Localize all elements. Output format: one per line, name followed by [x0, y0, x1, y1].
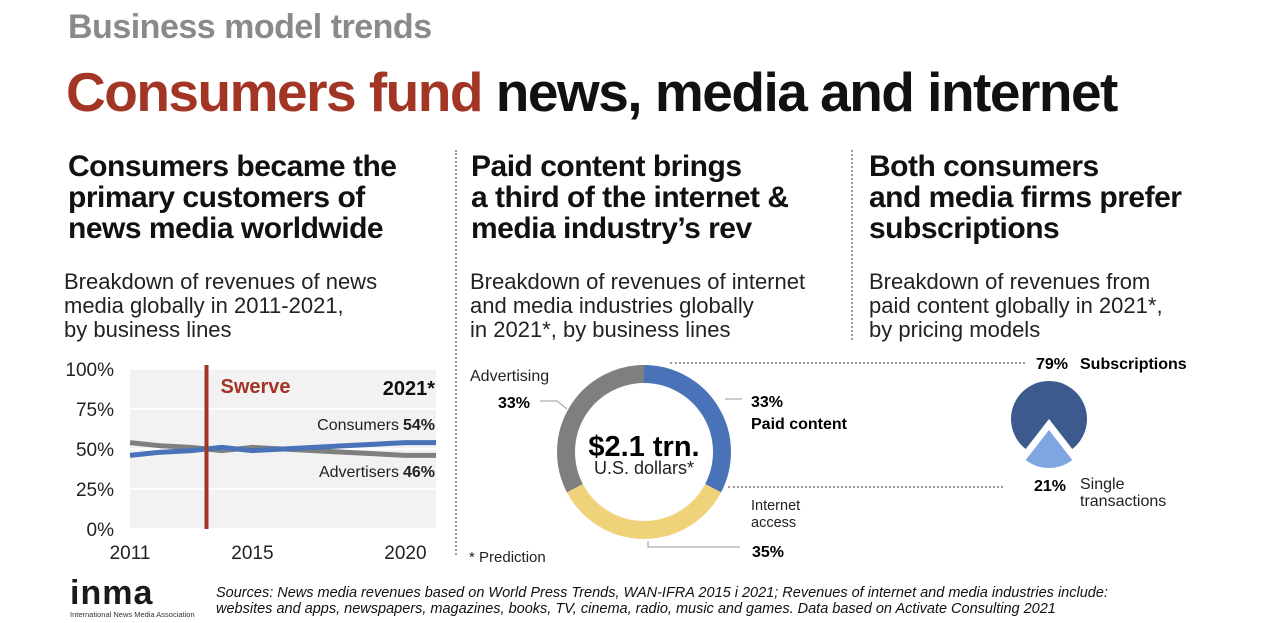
column-1-title: Consumers became the primary customers o…: [68, 151, 448, 244]
donut-slice: [566, 483, 722, 539]
y-tick-label: 25%: [76, 480, 114, 501]
line-chart: 100% 75% 50% 25% 0% 2011 2015 2020 Swerve 2021…: [65, 360, 436, 564]
column-2-subtitle: Breakdown of revenues of internet and me…: [470, 270, 850, 342]
title-line: Consumers became the: [68, 150, 397, 183]
series-value: 54%: [403, 417, 435, 434]
label-line: Single: [1080, 476, 1125, 493]
dotted-connector: [728, 486, 1003, 488]
subtitle-line: Breakdown of revenues of internet: [470, 269, 806, 294]
paid-content-label: Paid content: [751, 416, 848, 433]
sources-line: websites and apps, newspapers, magazines…: [216, 601, 1056, 617]
donut-slice: [557, 365, 645, 493]
title-line: primary customers of: [68, 181, 365, 214]
title-line: media industry’s rev: [471, 212, 752, 245]
headline-rest: news, media and internet: [481, 61, 1119, 123]
advertisers-end-label: Advertisers 46%: [319, 464, 435, 481]
label-line: access: [751, 515, 796, 531]
subscriptions-value: 79%: [1036, 356, 1068, 373]
pie-chart: 79% Subscriptions 21% Single transactions: [1011, 356, 1187, 510]
title-line: Both consumers: [869, 150, 1099, 183]
series-name: Advertisers: [319, 464, 399, 481]
title-line: Paid content brings: [471, 150, 742, 183]
leader-line: [647, 541, 740, 548]
sources-note: Sources: News media revenues based on Wo…: [216, 585, 1216, 617]
subtitle-line: by pricing models: [869, 317, 1041, 342]
title-line: and media firms prefer: [869, 181, 1182, 214]
leader-line: [540, 400, 568, 410]
title-line: news media worldwide: [68, 212, 384, 245]
advertising-label: Advertising: [470, 368, 549, 385]
subtitle-line: media globally in 2011-2021,: [64, 293, 344, 318]
subtitle-line: and media industries globally: [470, 293, 754, 318]
dotted-connector: [670, 362, 1025, 364]
consumers-end-label: Consumers 54%: [317, 417, 435, 434]
swerve-label: Swerve: [221, 376, 291, 398]
kicker: Business model trends: [68, 8, 432, 46]
title-line: a third of the internet &: [471, 181, 789, 214]
x-tick-label: 2015: [231, 543, 273, 564]
donut-center-unit: U.S. dollars*: [594, 458, 694, 478]
y-tick-label: 75%: [76, 400, 114, 421]
x-axis: 2011 2015 2020: [110, 543, 427, 564]
subtitle-line: by business lines: [64, 317, 232, 342]
sources-line: Sources: News media revenues based on Wo…: [216, 585, 1108, 601]
x-tick-label: 2020: [384, 543, 426, 564]
donut-chart: $2.1 trn. U.S. dollars* Advertising 33% …: [469, 365, 848, 566]
column-1-subtitle: Breakdown of revenues of news media glob…: [64, 270, 444, 342]
pie-slices: [1011, 381, 1087, 468]
subtitle-line: Breakdown of revenues from: [869, 269, 1151, 294]
column-2-title: Paid content brings a third of the inter…: [471, 151, 851, 244]
single-transactions-label: Single transactions: [1080, 476, 1166, 510]
y-tick-label: 50%: [76, 440, 114, 461]
label-line: transactions: [1080, 493, 1166, 510]
donut-slice: [643, 365, 731, 493]
donut-slices: [557, 365, 731, 539]
subscriptions-label: Subscriptions: [1080, 356, 1187, 373]
y-tick-label: 0%: [87, 520, 115, 541]
subtitle-line: paid content globally in 2021*,: [869, 293, 1163, 318]
column-divider: [851, 150, 853, 340]
paid-content-value: 33%: [751, 394, 783, 411]
series-line-consumers: [129, 440, 436, 458]
advertising-value: 33%: [498, 395, 530, 412]
inma-logo[interactable]: inma International News Media Associatio…: [70, 574, 195, 619]
title-line: subscriptions: [869, 212, 1060, 245]
column-3-title: Both consumers and media firms prefer su…: [869, 151, 1249, 244]
pie-slice: [1011, 381, 1087, 450]
y-tick-label: 100%: [65, 360, 114, 381]
logo-caption: International News Media Association: [70, 610, 195, 619]
donut-center-value: $2.1 trn.: [588, 431, 699, 463]
subtitle-line: in 2021*, by business lines: [470, 317, 731, 342]
internet-access-label: Internet access: [751, 498, 800, 531]
pie-slice: [1025, 430, 1073, 468]
logo-text: inma: [70, 574, 154, 612]
series-value: 46%: [403, 464, 435, 481]
subtitle-line: Breakdown of revenues of news: [64, 269, 378, 294]
column-divider: [455, 150, 457, 555]
year-label: 2021*: [383, 378, 435, 400]
y-axis: 100% 75% 50% 25% 0%: [65, 360, 114, 541]
column-3-subtitle: Breakdown of revenues from paid content …: [869, 270, 1249, 342]
page-title: Consumers fund news, media and internet: [66, 60, 1119, 124]
x-tick-label: 2011: [110, 543, 151, 564]
series-name: Consumers: [317, 417, 399, 434]
headline-red: Consumers fund: [66, 61, 483, 123]
internet-access-value: 35%: [752, 544, 784, 561]
single-transactions-value: 21%: [1034, 478, 1066, 495]
prediction-note: * Prediction: [469, 549, 546, 566]
label-line: Internet: [751, 498, 800, 514]
